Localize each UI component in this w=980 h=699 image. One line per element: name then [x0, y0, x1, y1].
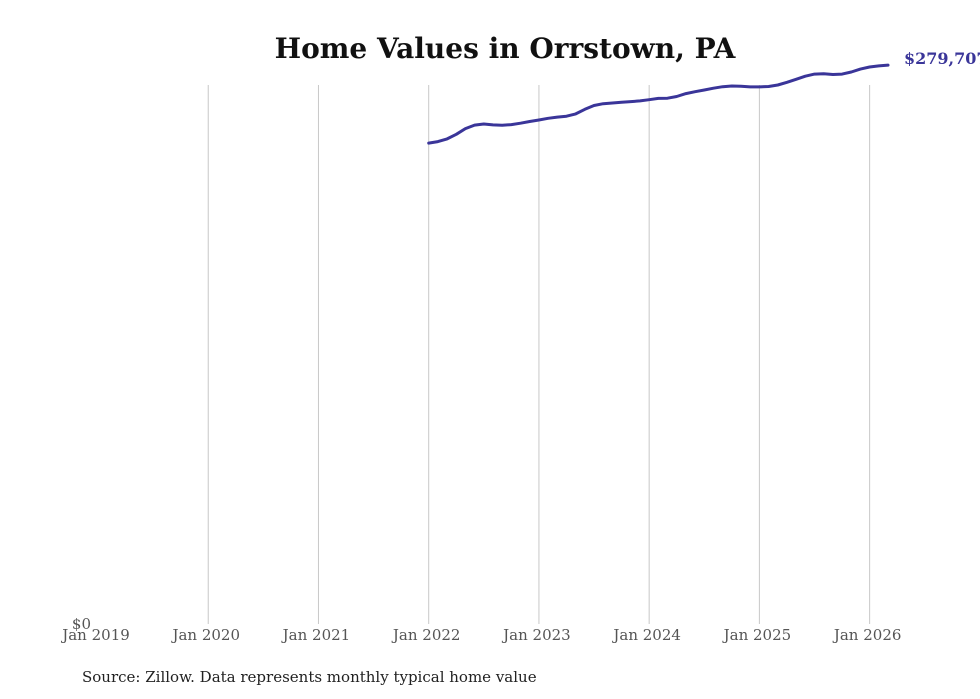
end-value-label: $279,707 — [904, 49, 980, 68]
data-point — [510, 123, 513, 126]
x-tick-label: Jan 2021 — [281, 626, 351, 644]
data-point — [740, 85, 743, 88]
data-point — [767, 85, 770, 88]
data-point — [464, 127, 467, 130]
data-point — [749, 85, 752, 88]
data-point — [859, 68, 862, 71]
data-point — [786, 81, 789, 84]
data-point — [813, 73, 816, 76]
data-point — [519, 122, 522, 125]
y-tick-label: $0 — [72, 615, 91, 633]
data-point — [721, 85, 724, 88]
y-axis-ticks: $0 — [72, 615, 91, 633]
data-point — [694, 90, 697, 93]
x-tick-label: Jan 2019 — [60, 626, 130, 644]
data-point — [427, 142, 430, 145]
data-point — [877, 64, 880, 67]
data-point — [675, 95, 678, 98]
series-line-0 — [427, 63, 890, 145]
data-point — [639, 99, 642, 102]
data-point — [556, 116, 559, 119]
data-point — [795, 78, 798, 81]
data-point — [684, 92, 687, 95]
data-point — [473, 124, 476, 127]
data-point — [629, 100, 632, 103]
data-point — [611, 102, 614, 105]
data-point — [657, 97, 660, 100]
data-point — [528, 120, 531, 123]
data-point — [455, 133, 458, 136]
data-point — [583, 108, 586, 111]
series-layer — [427, 63, 890, 145]
data-point — [446, 137, 449, 140]
chart-title: Home Values in Orrstown, PA — [274, 32, 736, 65]
x-axis-ticks: Jan 2019 Jan 2020 Jan 2021 Jan 2022 Jan 2023… — [60, 626, 901, 644]
data-point — [841, 73, 844, 76]
data-point — [492, 123, 495, 126]
data-point — [712, 87, 715, 90]
data-point — [620, 101, 623, 104]
x-tick-label: Jan 2022 — [391, 626, 461, 644]
x-tick-label: Jan 2020 — [170, 626, 240, 644]
data-point — [850, 71, 853, 74]
data-point — [758, 85, 761, 88]
data-point — [482, 123, 485, 126]
data-point — [648, 98, 651, 101]
data-point — [547, 117, 550, 120]
data-point — [831, 73, 834, 76]
data-point — [703, 89, 706, 92]
data-point — [887, 64, 890, 67]
data-point — [436, 140, 439, 143]
data-point — [822, 72, 825, 75]
data-point — [593, 104, 596, 107]
x-tick-label: Jan 2023 — [501, 626, 571, 644]
data-point — [602, 102, 605, 105]
data-point — [776, 84, 779, 87]
x-tick-label: Jan 2025 — [722, 626, 792, 644]
data-point — [868, 66, 871, 69]
gridlines — [207, 85, 871, 624]
source-note: Source: Zillow. Data represents monthly … — [82, 668, 537, 686]
x-tick-label: Jan 2026 — [832, 626, 902, 644]
end-label-layer: $279,707 — [904, 49, 980, 68]
data-point — [804, 75, 807, 78]
data-point — [730, 85, 733, 88]
data-point — [574, 112, 577, 115]
data-point — [565, 115, 568, 118]
data-point — [501, 124, 504, 127]
x-tick-label: Jan 2024 — [611, 626, 681, 644]
data-point — [666, 97, 669, 100]
data-point — [537, 119, 540, 122]
